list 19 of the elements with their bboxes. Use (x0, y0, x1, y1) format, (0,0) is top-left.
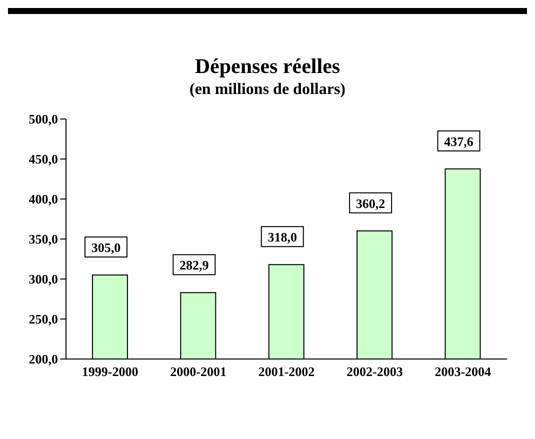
x-tick-label: 2003-2004 (434, 364, 492, 380)
x-tick-label: 2001-2002 (258, 364, 315, 380)
x-tick-label: 1999-2000 (82, 364, 138, 380)
y-tick-label: 200,0 (28, 352, 58, 367)
data-label: 437,6 (444, 134, 474, 149)
chart-subtitle: (en millions de dollars) (188, 81, 346, 99)
data-label: 360,2 (356, 196, 386, 211)
data-label: 305,0 (91, 240, 121, 255)
y-tick-label: 450,0 (28, 152, 58, 167)
y-tick-label: 400,0 (28, 192, 58, 207)
y-tick-label: 350,0 (28, 232, 58, 247)
y-tick-label: 500,0 (28, 112, 58, 127)
y-tick-label: 300,0 (28, 272, 58, 287)
y-tick-label: 250,0 (28, 312, 58, 327)
x-tick-label: 2000-2001 (170, 364, 226, 380)
data-label: 282,9 (180, 258, 210, 273)
chart-title: Dépenses réelles (194, 54, 342, 79)
x-tick-label: 2002-2003 (346, 364, 404, 380)
data-label: 318,0 (268, 230, 297, 245)
